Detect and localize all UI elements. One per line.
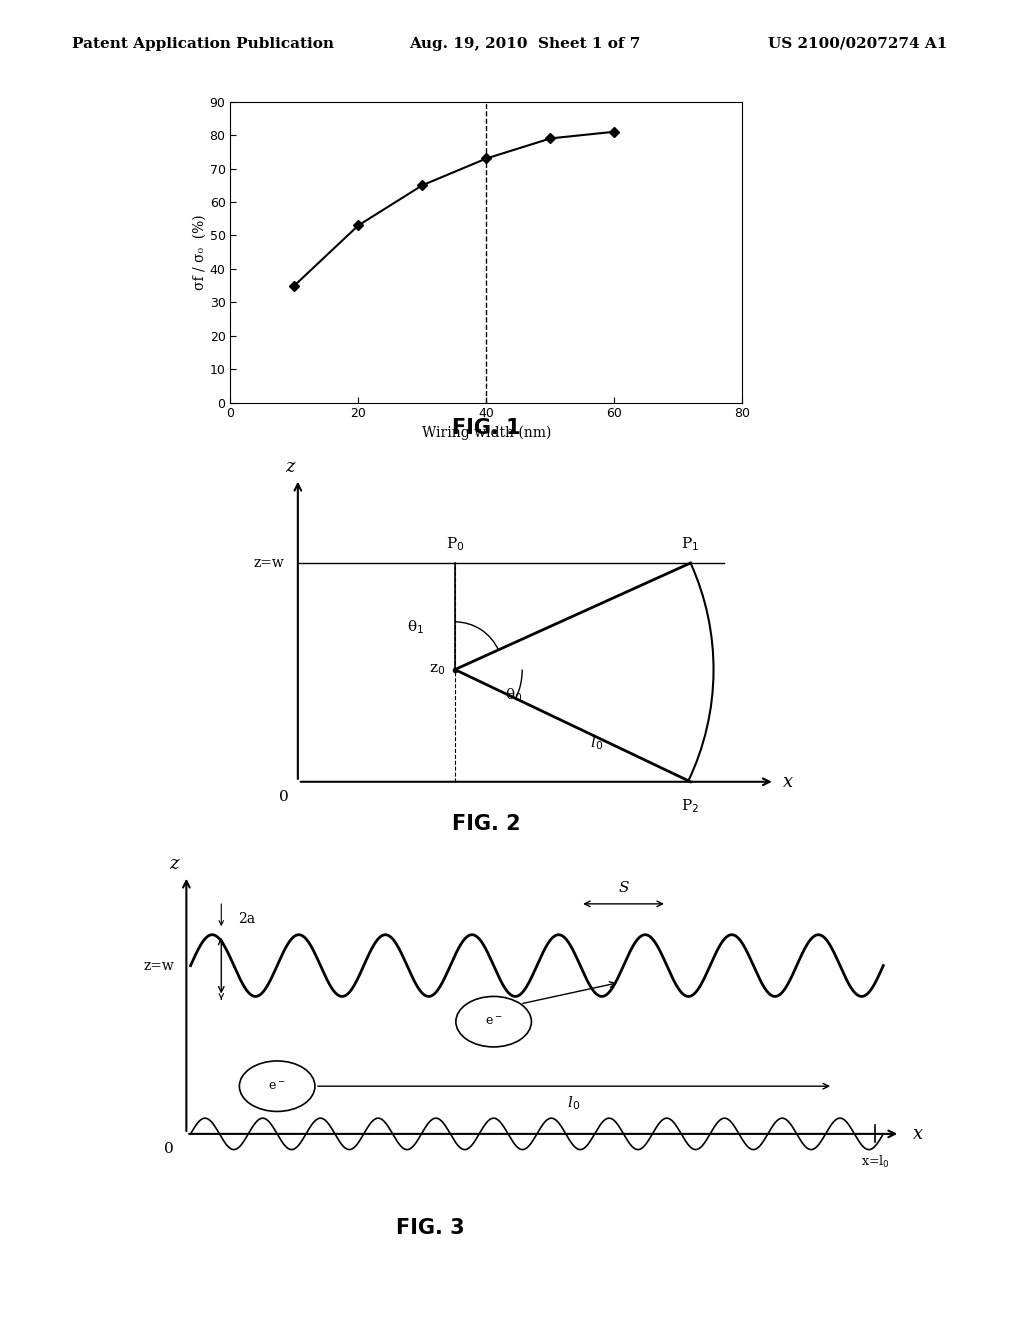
Text: z: z: [285, 458, 294, 477]
Y-axis label: σf / σ₀  (%): σf / σ₀ (%): [193, 214, 207, 290]
Text: FIG. 2: FIG. 2: [452, 814, 521, 834]
Text: S: S: [618, 882, 629, 895]
Text: FIG. 1: FIG. 1: [452, 418, 521, 438]
Text: P$_0$: P$_0$: [445, 535, 464, 553]
X-axis label: Wiring width (nm): Wiring width (nm): [422, 426, 551, 441]
Text: l$_0$: l$_0$: [567, 1094, 581, 1113]
Text: P$_2$: P$_2$: [682, 797, 699, 816]
Text: z$_0$: z$_0$: [428, 663, 444, 677]
Text: z: z: [169, 855, 178, 873]
Text: 2a: 2a: [238, 912, 255, 927]
Text: z=w: z=w: [253, 556, 284, 570]
Text: x: x: [912, 1125, 923, 1143]
Text: US 2100/0207274 A1: US 2100/0207274 A1: [768, 37, 947, 51]
Circle shape: [456, 997, 531, 1047]
Text: Aug. 19, 2010  Sheet 1 of 7: Aug. 19, 2010 Sheet 1 of 7: [410, 37, 641, 51]
Circle shape: [240, 1061, 315, 1111]
Text: x=l$_0$: x=l$_0$: [860, 1154, 889, 1170]
Text: 0: 0: [164, 1142, 174, 1156]
Text: e$^-$: e$^-$: [484, 1015, 503, 1028]
Text: x: x: [783, 772, 794, 791]
Text: z=w: z=w: [143, 958, 174, 973]
Text: FIG. 3: FIG. 3: [395, 1218, 465, 1238]
Text: l$_0$: l$_0$: [590, 734, 603, 752]
Text: θ$_1$: θ$_1$: [407, 619, 424, 636]
Text: 0: 0: [279, 791, 289, 804]
Text: Patent Application Publication: Patent Application Publication: [72, 37, 334, 51]
Text: P$_1$: P$_1$: [681, 535, 699, 553]
Text: e$^-$: e$^-$: [268, 1080, 286, 1093]
Text: θ$_0$: θ$_0$: [506, 686, 523, 704]
